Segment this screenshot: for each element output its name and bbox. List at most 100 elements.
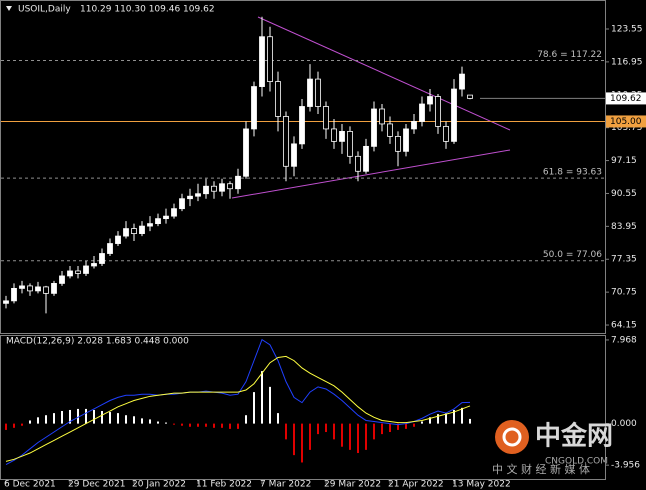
- macd-histogram-bar: [429, 417, 431, 424]
- macd-histogram-bar: [373, 423, 375, 440]
- x-tick-label: 21 Apr 2022: [388, 480, 444, 490]
- candle-body: [275, 81, 281, 117]
- candle-body: [123, 228, 129, 237]
- candle-body: [91, 263, 97, 267]
- y-tick-label: 70.75: [611, 288, 637, 298]
- macd-histogram-bar: [213, 423, 215, 428]
- candle-body: [443, 126, 449, 142]
- x-tick-label: 13 May 2022: [452, 480, 511, 490]
- macd-histogram-bar: [381, 423, 383, 435]
- macd-histogram-bar: [101, 411, 103, 424]
- candle-body: [75, 270, 81, 274]
- macd-histogram-bar: [261, 371, 263, 424]
- candle-body: [283, 116, 289, 167]
- macd-histogram-bar: [149, 419, 151, 424]
- macd-histogram-bar: [93, 409, 95, 424]
- candle-body: [419, 103, 425, 122]
- watermark-site: CNGOLD.COM: [545, 457, 608, 467]
- candle-body: [411, 121, 417, 130]
- macd-histogram-bar: [269, 386, 271, 424]
- x-tick-label: 29 Dec 2021: [68, 480, 126, 490]
- macd-histogram-bar: [77, 408, 79, 424]
- candle-body: [299, 106, 305, 145]
- macd-histogram-bar: [69, 409, 71, 424]
- macd-histogram-bar: [133, 416, 135, 424]
- macd-histogram-bar: [21, 423, 23, 426]
- macd-histogram-bar: [85, 408, 87, 424]
- candle-body: [35, 286, 41, 292]
- macd-panel-frame: [0, 335, 606, 480]
- x-tick-label: 11 Feb 2022: [196, 480, 252, 490]
- candle-body: [395, 135, 401, 152]
- macd-title: MACD(12,26,9) 2.028 1.683 0.448 0.000: [6, 337, 189, 347]
- price-tag-label: 105.00: [610, 117, 642, 127]
- candle-body: [323, 106, 329, 130]
- macd-histogram-bar: [181, 423, 183, 426]
- candle-body: [3, 300, 9, 304]
- fib-label: 50.0 = 77.06: [543, 250, 602, 260]
- macd-histogram-bar: [141, 418, 143, 424]
- macd-histogram-bar: [293, 423, 295, 456]
- candle-body: [187, 195, 193, 200]
- macd-histogram-bar: [13, 423, 15, 428]
- x-tick-label: 29 Mar 2022: [324, 480, 381, 490]
- macd-histogram-bar: [197, 423, 199, 427]
- trend-line: [257, 16, 511, 131]
- symbol-icon: [6, 6, 12, 11]
- candle-body: [203, 185, 209, 195]
- trend-line: [231, 149, 511, 199]
- candle-body: [83, 265, 89, 274]
- macd-histogram-bar: [221, 423, 223, 428]
- logo-mark: [502, 427, 522, 447]
- candle-body: [467, 94, 473, 99]
- macd-histogram-bar: [5, 423, 7, 430]
- candle-body: [139, 225, 145, 234]
- macd-histogram-bar: [285, 423, 287, 440]
- y-tick-label: 116.95: [611, 57, 643, 67]
- y-tick-label: 90.55: [611, 189, 637, 199]
- candle-body: [227, 183, 233, 190]
- macd-histogram-bar: [165, 422, 167, 424]
- candle-body: [435, 96, 441, 127]
- x-tick-label: 7 Mar 2022: [260, 480, 311, 490]
- y-tick-label: 97.15: [611, 156, 637, 166]
- chart-title: USOIL,Daily: [18, 5, 71, 15]
- macd-histogram-bar: [53, 413, 55, 424]
- y-tick-label: 83.95: [611, 222, 637, 232]
- macd-histogram-bar: [469, 418, 471, 424]
- candle-body: [195, 193, 201, 197]
- macd-histogram-bar: [237, 423, 239, 429]
- macd-histogram-bar: [301, 423, 303, 463]
- candle-body: [363, 145, 369, 172]
- fib-label: 78.6 = 117.22: [537, 50, 602, 60]
- y-tick-label: 0.000: [611, 419, 637, 429]
- macd-histogram-bar: [405, 423, 407, 429]
- candle-body: [307, 78, 313, 107]
- candle-body: [107, 243, 113, 254]
- macd-histogram-bar: [421, 421, 423, 424]
- macd-histogram-bar: [453, 409, 455, 424]
- candle-body: [27, 285, 33, 292]
- candle-body: [243, 128, 249, 177]
- macd-histogram-bar: [157, 421, 159, 424]
- macd-histogram-bar: [109, 412, 111, 424]
- candle-body: [251, 86, 257, 130]
- macd-histogram-bar: [29, 420, 31, 424]
- macd-histogram-bar: [309, 423, 311, 450]
- candle-body: [59, 275, 65, 284]
- candle-body: [115, 235, 121, 244]
- macd-histogram-bar: [229, 423, 231, 429]
- candle-body: [379, 108, 385, 125]
- y-tick-label: 123.55: [611, 25, 643, 35]
- candle-body: [131, 228, 137, 234]
- macd-histogram-bar: [173, 423, 175, 425]
- macd-histogram-bar: [397, 423, 399, 430]
- macd-histogram-bar: [413, 423, 415, 427]
- candle-body: [291, 143, 297, 167]
- ohlc-header: 110.29 110.30 109.46 109.62: [80, 5, 215, 15]
- macd-histogram-bar: [389, 423, 391, 433]
- macd-histogram-bar: [37, 417, 39, 424]
- x-tick-label: 6 Dec 2021: [4, 480, 56, 490]
